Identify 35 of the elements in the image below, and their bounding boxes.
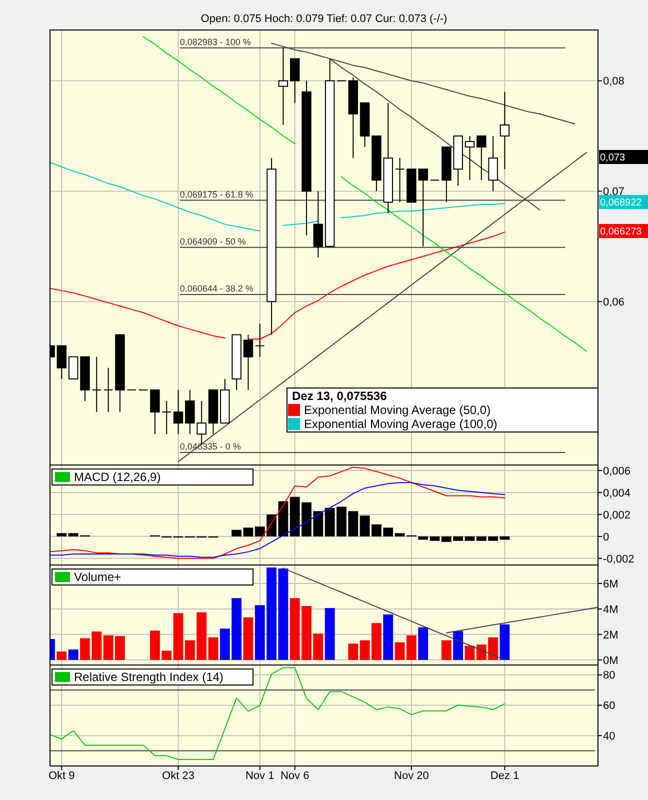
y-tick-label: -0,002 [603,553,634,566]
ref-line-label: 0,064909 - 50 % [180,236,246,246]
y-tick-label: 60 [603,700,616,712]
legend-title: Dez 13, 0,075536 [292,389,388,403]
chart-title: Open: 0.075 Hoch: 0.079 Tief: 0.07 Cur: 0.073 (-/-) [200,13,448,25]
y-tick-label: 0,06 [603,296,624,308]
y-tick-label: 6M [603,578,618,590]
y-tick-label: 0,07 [603,186,624,198]
ref-line-label: 0,082983 - 100 % [180,36,251,47]
y-tick-label: 0,006 [603,465,631,478]
y-tick-label: 80 [603,670,616,682]
x-tick-label: Nov 6 [280,770,310,782]
y-tick-label: 2M [603,629,618,642]
ref-line-label: 0,060644 - 38.2 % [180,283,254,294]
x-tick-label: Okt 9 [48,770,75,782]
ref-line-label: 0,069175 - 61.8 % [180,189,254,200]
text: 0,073 [600,152,626,164]
y-tick-label: 0M [603,654,618,667]
x-tick-label: Okt 23 [162,770,194,782]
text: Volume+ [74,570,122,584]
y-tick-label: 0,002 [603,509,631,522]
text: Relative Strength Index (14) [74,670,224,684]
text: 0,068922 [600,198,642,208]
x-tick-label: Nov 20 [394,770,429,782]
y-tick-label: 0 [603,531,610,544]
x-tick-label: Nov 1 [245,770,274,782]
y-tick-label: 4M [603,604,618,616]
text: MACD (12,26,9) [74,470,161,484]
legend-label: Exponential Moving Average (100,0) [304,417,498,432]
y-tick-label: 0,08 [603,76,624,88]
y-tick-label: 40 [603,730,616,742]
x-tick-label: Dez 1 [490,770,520,782]
text: 0,066273 [600,226,642,238]
legend-label: Exponential Moving Average (50,0) [304,403,491,418]
y-tick-label: 0,004 [603,487,631,500]
